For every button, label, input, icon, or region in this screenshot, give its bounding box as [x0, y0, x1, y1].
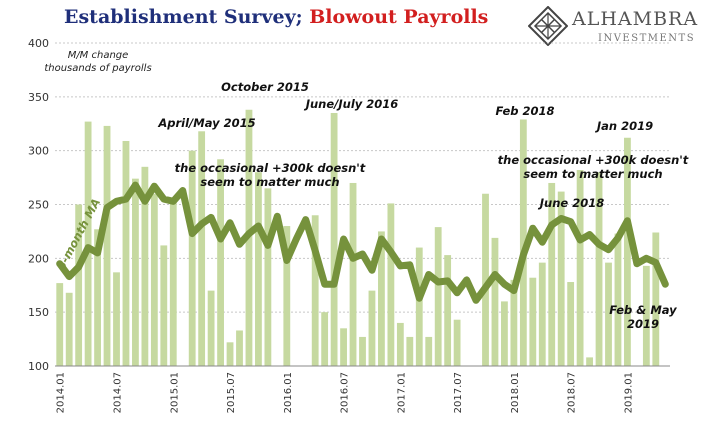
bar-2017.06	[444, 255, 452, 366]
bar-2014.12	[160, 245, 168, 366]
bar-2016.08	[349, 182, 357, 366]
x-tick-label: 2014.01	[56, 372, 67, 413]
x-tick-label: 2016.01	[283, 372, 294, 413]
bar-2014.07	[113, 272, 120, 366]
bar-2015.11	[264, 188, 272, 366]
y-tick-label: 400	[28, 37, 49, 50]
x-tick-label: 2017.01	[396, 372, 407, 413]
bar-2015.04	[198, 131, 206, 366]
bar-2015.01	[169, 199, 177, 366]
bar-2015.03	[188, 150, 196, 366]
bar-2015.06	[217, 159, 224, 366]
bar-2018.06	[557, 191, 565, 366]
moving-average-series	[56, 181, 669, 304]
bar-2016.12	[387, 203, 395, 366]
bar-2016.10	[368, 290, 376, 366]
bar-2017.11	[491, 237, 499, 366]
bar-2018.04	[538, 262, 546, 366]
logo-name: ALHAMBRA	[572, 8, 699, 30]
bar-2014.02	[65, 292, 73, 366]
y-tick-label: 250	[28, 199, 49, 212]
annotation-feb-may-2019: Feb & May 2019	[609, 303, 677, 331]
bar-2017.03	[415, 247, 423, 366]
bar-2018.09	[586, 357, 593, 366]
chart-title: Establishment Survey; Blowout Payrolls	[64, 6, 488, 28]
bar-2018.11	[605, 262, 612, 366]
bar-2014.06	[103, 125, 111, 366]
bar-2014.08	[122, 140, 130, 366]
x-tick-label: 2016.07	[340, 372, 351, 413]
title-part-survey: Establishment Survey;	[64, 6, 303, 28]
bar-series	[56, 109, 660, 367]
annotation-occasional-300k-right: the occasional +300k doesn't seem to matt…	[498, 153, 689, 181]
y-tick-label: 300	[28, 145, 49, 158]
bar-2019.04	[652, 232, 660, 366]
title-part-blowout: Blowout Payrolls	[309, 6, 489, 28]
y-units-note: M/M change thousands of payrolls	[44, 50, 151, 74]
x-tick-label: 2015.07	[226, 372, 237, 413]
bar-2014.01	[56, 283, 64, 366]
annotation-june-2018: June 2018	[538, 196, 604, 210]
bar-2016.06	[330, 112, 338, 366]
bar-2016.04	[311, 215, 319, 366]
y-tick-label: 100	[28, 360, 49, 373]
bar-2015.07	[226, 342, 234, 366]
bar-2017.05	[434, 227, 442, 366]
annotation-jan-2019: Jan 2019	[595, 119, 653, 133]
bar-2016.05	[321, 312, 329, 366]
bar-2018.12	[614, 233, 622, 366]
bar-2016.07	[340, 328, 347, 366]
bar-2017.01	[396, 322, 404, 366]
bar-2017.04	[425, 336, 433, 366]
bar-2014.10	[141, 166, 149, 366]
bar-2014.04	[84, 121, 92, 366]
x-tick-label: 2018.01	[510, 372, 521, 413]
axes: 100 150 200 250 300 350 400 2014.01 2014.07 2015.…	[28, 37, 670, 413]
annotation-october-2015: October 2015	[221, 80, 309, 94]
bar-2018.01	[510, 279, 518, 366]
bar-2019.01	[624, 137, 631, 366]
x-tick-label: 2017.07	[453, 372, 464, 413]
bar-2014.09	[132, 178, 139, 366]
bar-2018.08	[576, 170, 584, 366]
bar-2016.09	[359, 336, 366, 366]
bar-2017.02	[406, 336, 414, 366]
x-tick-label: 2014.07	[113, 372, 124, 413]
bar-2014.11	[150, 193, 158, 366]
alhambra-logo: ALHAMBRA INVESTMENTS	[528, 6, 703, 52]
bar-2018.03	[529, 277, 537, 366]
bar-2015.08	[236, 330, 243, 366]
bar-2019.03	[642, 265, 650, 366]
bar-2014.05	[94, 229, 101, 366]
bar-2016.01	[283, 226, 291, 366]
annotations: M/M change thousands of payrolls October 2…	[44, 50, 688, 331]
y-tick-label: 150	[28, 306, 49, 319]
bar-2014.03	[75, 204, 83, 366]
bar-2016.11	[378, 231, 385, 366]
bar-2018.02	[519, 119, 527, 367]
bar-2015.10	[255, 172, 262, 366]
bar-2018.10	[595, 172, 603, 366]
bar-2015.05	[207, 290, 215, 366]
x-tick-label: 2019.01	[623, 372, 634, 413]
x-tick-label: 2018.07	[567, 372, 578, 413]
bar-2018.05	[548, 182, 556, 366]
alhambra-diamond-logo-icon	[528, 6, 568, 46]
annotation-june-july-2016: June/July 2016	[304, 97, 399, 111]
moving-average-line	[56, 181, 669, 304]
logo-subtitle: INVESTMENTS	[598, 33, 696, 44]
x-tick-label: 2015.01	[169, 372, 180, 413]
bar-2017.07	[453, 319, 461, 366]
bar-2017.10	[482, 193, 489, 366]
annotation-april-may-2015: April/May 2015	[157, 116, 255, 130]
y-tick-label: 350	[28, 91, 49, 104]
annotation-occasional-300k-left: the occasional +300k doesn't seem to matt…	[175, 161, 366, 189]
y-tick-label: 200	[28, 252, 49, 265]
annotation-feb-2018: Feb 2018	[495, 104, 554, 118]
bar-2017.12	[501, 301, 508, 366]
bar-2018.07	[567, 282, 575, 366]
